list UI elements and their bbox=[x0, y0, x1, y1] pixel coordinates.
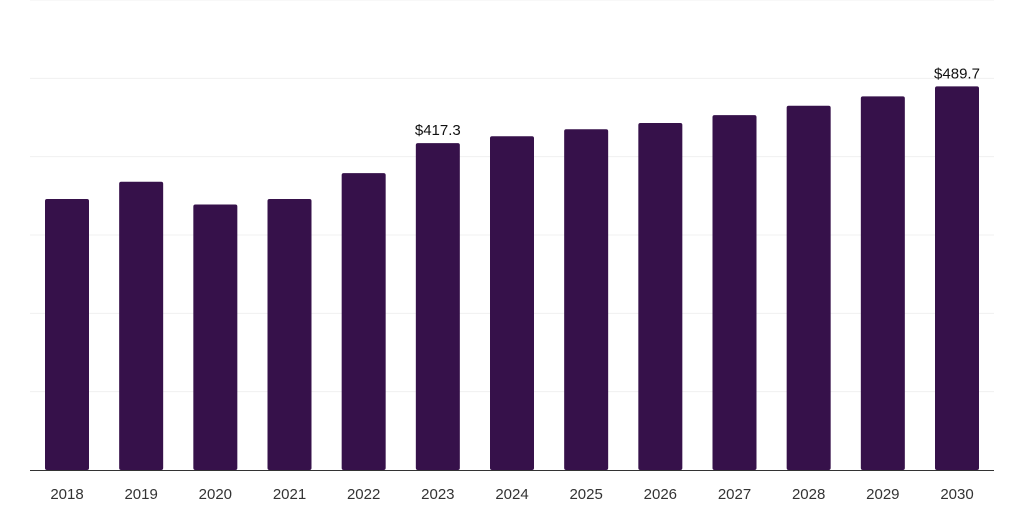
bar-2024 bbox=[490, 136, 534, 471]
x-tick-label-2026: 2026 bbox=[644, 486, 677, 503]
x-tick-label-2024: 2024 bbox=[495, 486, 528, 503]
bar-2027 bbox=[712, 115, 757, 471]
x-tick-label-2022: 2022 bbox=[347, 486, 380, 503]
bar-2028 bbox=[786, 105, 831, 470]
x-tick-label-2028: 2028 bbox=[792, 486, 825, 503]
x-tick-label-2021: 2021 bbox=[273, 486, 306, 503]
bar-2026 bbox=[638, 122, 683, 470]
bar-2023 bbox=[415, 143, 460, 471]
bar-2022 bbox=[341, 173, 386, 470]
x-tick-label-2018: 2018 bbox=[50, 486, 83, 503]
bar-2029 bbox=[860, 96, 905, 470]
bar-2018 bbox=[45, 198, 89, 470]
bar-2019 bbox=[119, 181, 164, 470]
x-tick-label-2025: 2025 bbox=[569, 486, 602, 503]
x-tick-label-2023: 2023 bbox=[421, 486, 454, 503]
x-tick-label-2019: 2019 bbox=[124, 486, 157, 503]
x-tick-label-2020: 2020 bbox=[199, 486, 232, 503]
bar-2030 bbox=[935, 86, 979, 470]
x-tick-label-2027: 2027 bbox=[718, 486, 751, 503]
x-tick-label-2030: 2030 bbox=[940, 486, 973, 503]
bar-2021 bbox=[267, 198, 312, 470]
data-label-2030: $489.7 bbox=[934, 65, 980, 82]
data-label-2023: $417.3 bbox=[415, 122, 461, 139]
x-tick-label-2029: 2029 bbox=[866, 486, 899, 503]
bars bbox=[45, 86, 979, 471]
x-axis-ticks: 2018 2019 2020 2021 2022 2023 2024 2025 2026 2027… bbox=[50, 486, 973, 503]
bar-2025 bbox=[564, 129, 609, 470]
bar-2020 bbox=[193, 204, 238, 470]
data-labels: $417.3 $489.7 bbox=[415, 65, 980, 139]
